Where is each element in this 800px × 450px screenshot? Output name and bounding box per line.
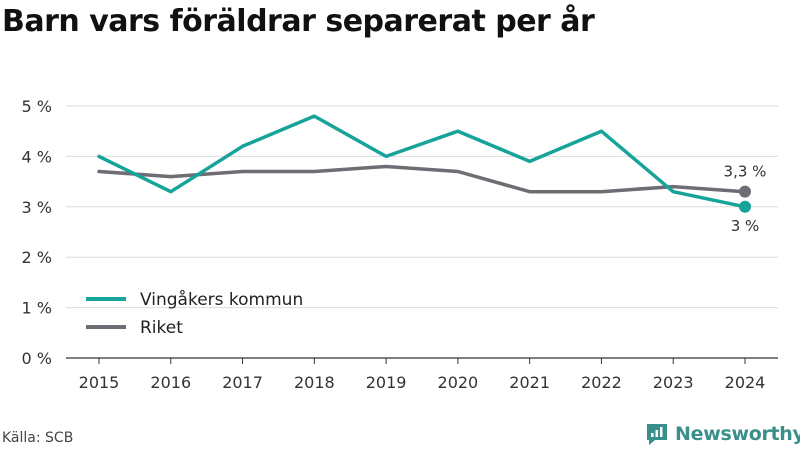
x-tick-label: 2024: [725, 373, 766, 392]
brand-name: Newsworthy: [675, 423, 800, 445]
y-tick-label: 1 %: [22, 299, 52, 318]
line-chart: 0 % 1 % 2 % 3 % 4 % 5 % 2015 2016 2017 2018 2019 20…: [22, 97, 778, 392]
y-tick-label: 3 %: [22, 198, 52, 217]
x-tick-label: 2020: [438, 373, 479, 392]
legend-label: Riket: [140, 318, 183, 338]
brand-logo: Newsworthy: [645, 420, 800, 448]
legend-label: Vingåkers kommun: [140, 289, 303, 310]
y-tick-label: 5 %: [22, 97, 52, 116]
x-tick-label: 2017: [222, 373, 263, 392]
y-tick-label: 0 %: [22, 349, 52, 368]
end-value-label: 3,3 %: [724, 163, 767, 181]
series-line: [97, 164, 747, 194]
y-tick-label: 4 %: [22, 147, 52, 166]
x-tick-label: 2016: [150, 373, 191, 392]
x-tick-label: 2018: [294, 373, 335, 392]
chart-title: Barn vars föräldrar separerat per år: [2, 4, 595, 39]
x-tick-label: 2019: [366, 373, 407, 392]
end-value-label: 3 %: [731, 217, 760, 235]
newsworthy-logo-icon: [647, 424, 667, 445]
series-end-marker: [739, 185, 751, 198]
source-note: Källa: SCB: [2, 430, 74, 446]
y-tick-label: 2 %: [22, 248, 52, 267]
series-line: [97, 114, 747, 209]
x-tick-label: 2015: [79, 373, 120, 392]
x-tick-label: 2023: [653, 373, 694, 392]
x-tick-label: 2021: [509, 373, 550, 392]
x-tick-label: 2022: [581, 373, 622, 392]
series-end-marker: [739, 200, 751, 213]
